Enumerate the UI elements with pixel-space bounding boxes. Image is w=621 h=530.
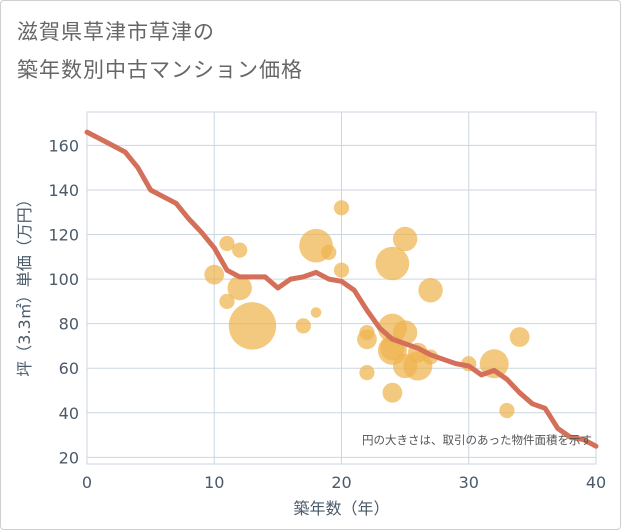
y-axis-title: 坪（3.3㎡）単価（万円） — [15, 191, 34, 376]
data-bubble — [509, 327, 530, 347]
data-bubble — [375, 246, 410, 281]
data-bubble — [333, 262, 350, 278]
data-bubble — [321, 244, 337, 260]
x-axis-title: 築年数（年） — [293, 499, 389, 518]
data-bubble — [228, 302, 277, 350]
y-tick-label: 40 — [59, 404, 79, 423]
data-bubble — [382, 382, 403, 403]
axis-ticks: 20 40 60 80 100 120 140 160 0 10 20 30 40 — [48, 136, 606, 492]
data-bubble — [295, 318, 311, 334]
x-tick-label: 40 — [586, 473, 606, 492]
data-bubble — [333, 200, 350, 216]
y-tick-label: 80 — [59, 315, 79, 334]
y-tick-label: 20 — [59, 448, 79, 467]
x-tick-label: 10 — [204, 473, 224, 492]
data-bubble — [392, 320, 418, 345]
trend-line — [84, 129, 599, 449]
y-tick-label: 160 — [48, 136, 79, 155]
data-bubble — [499, 402, 515, 419]
data-bubble — [359, 365, 375, 381]
data-bubble — [359, 324, 375, 341]
data-bubble — [227, 275, 252, 301]
data-bubble — [232, 242, 248, 258]
y-tick-label: 120 — [48, 226, 79, 245]
data-bubble — [204, 264, 225, 285]
trend-line-series — [84, 129, 599, 449]
x-tick-label: 30 — [459, 473, 479, 492]
x-tick-label: 0 — [82, 473, 92, 492]
x-tick-label: 20 — [331, 473, 351, 492]
data-bubble — [310, 307, 322, 318]
size-note: 円の大きさは、取引のあった物件面積を示す — [362, 433, 592, 447]
data-bubble — [219, 235, 235, 252]
y-tick-label: 100 — [48, 270, 79, 289]
data-bubble — [418, 278, 443, 303]
data-bubble — [219, 293, 235, 309]
data-bubble — [392, 226, 418, 252]
y-tick-label: 140 — [48, 181, 79, 200]
y-tick-label: 60 — [59, 359, 79, 378]
chart-title-line-1: 滋賀県草津市草津の — [17, 20, 215, 44]
chart-title-line-2: 築年数別中古マンション価格 — [17, 58, 303, 82]
grid — [86, 111, 597, 465]
